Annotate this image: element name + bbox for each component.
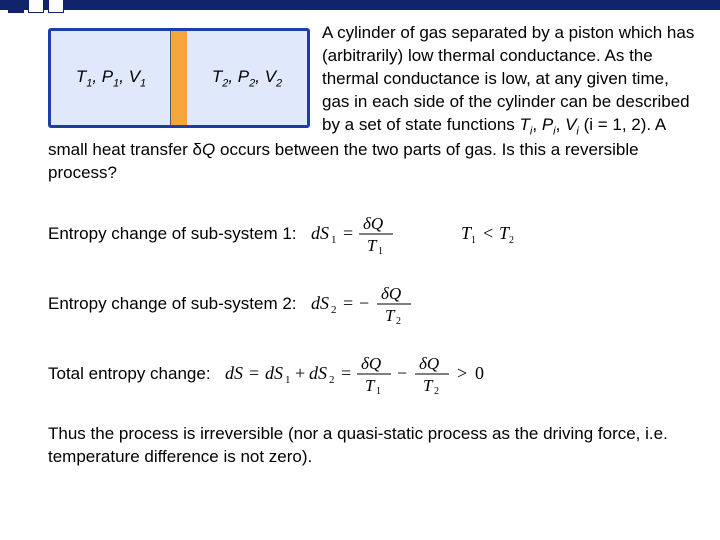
svg-text:=: = (249, 363, 259, 383)
svg-text:1: 1 (378, 246, 383, 255)
entropy-line-1-label: Entropy change of sub-system 1: (48, 224, 297, 244)
svg-text:dS: dS (265, 363, 283, 383)
conclusion-text: Thus the process is irreversible (nor a … (48, 423, 696, 469)
slide-content: T1, P1, V1 T2, P2, V2 A cylinder of gas … (48, 22, 696, 469)
cylinder-right-label: T2, P2, V2 (212, 67, 282, 89)
entropy-line-2-label: Entropy change of sub-system 2: (48, 294, 297, 314)
svg-text:δQ: δQ (381, 284, 401, 303)
equation-ds2: dS 2 = − δQ T 2 (311, 283, 441, 325)
svg-text:dS: dS (311, 293, 329, 313)
entropy-line-1: Entropy change of sub-system 1: dS 1 = δ… (48, 213, 696, 255)
accent-bar (0, 0, 720, 10)
svg-text:dS: dS (225, 363, 243, 383)
cylinder-diagram: T1, P1, V1 T2, P2, V2 (48, 28, 310, 128)
svg-text:2: 2 (434, 386, 439, 395)
svg-text:2: 2 (396, 316, 401, 325)
svg-text:1: 1 (285, 374, 291, 386)
svg-text:=: = (343, 223, 353, 243)
svg-text:δQ: δQ (419, 354, 439, 373)
svg-text:>: > (457, 363, 467, 383)
svg-text:+: + (295, 363, 305, 383)
condition-t1-lt-t2: T 1 < T 2 (461, 222, 541, 246)
equation-ds1: dS 1 = δQ T 1 (311, 213, 421, 255)
accent-square-1 (8, 0, 24, 13)
svg-text:−: − (397, 363, 407, 383)
svg-text:=: = (343, 293, 353, 313)
svg-text:δQ: δQ (361, 354, 381, 373)
svg-text:1: 1 (376, 386, 381, 395)
equation-ds-total: dS = dS 1 + dS 2 = δQ T 1 − δQ T 2 > 0 (225, 353, 525, 395)
svg-text:T: T (365, 376, 376, 395)
entropy-line-2: Entropy change of sub-system 2: dS 2 = −… (48, 283, 696, 325)
svg-text:−: − (359, 293, 369, 313)
accent-square-3 (48, 0, 64, 13)
svg-text:2: 2 (509, 235, 514, 246)
svg-text:1: 1 (331, 234, 337, 246)
entropy-line-total: Total entropy change: dS = dS 1 + dS 2 =… (48, 353, 696, 395)
svg-text:0: 0 (475, 363, 484, 383)
svg-text:=: = (341, 363, 351, 383)
svg-text:dS: dS (309, 363, 327, 383)
svg-text:2: 2 (329, 374, 335, 386)
entropy-line-total-label: Total entropy change: (48, 364, 211, 384)
cylinder-left-label: T1, P1, V1 (76, 67, 146, 89)
svg-text:T: T (385, 306, 396, 325)
accent-square-2 (28, 0, 44, 13)
svg-text:1: 1 (471, 235, 476, 246)
svg-text:2: 2 (331, 304, 337, 316)
svg-text:dS: dS (311, 223, 329, 243)
svg-text:T: T (367, 236, 378, 255)
svg-text:<: < (483, 223, 493, 243)
svg-text:T: T (423, 376, 434, 395)
svg-text:δQ: δQ (363, 214, 383, 233)
